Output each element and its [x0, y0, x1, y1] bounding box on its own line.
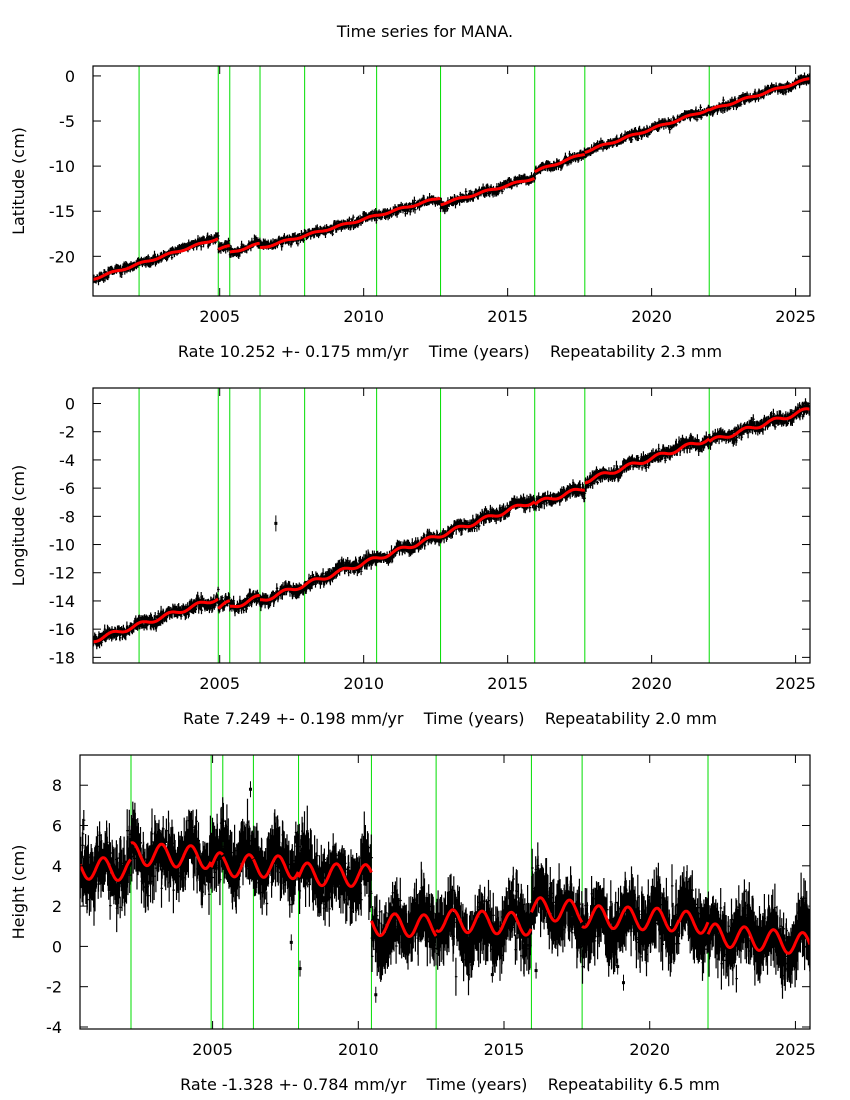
y-tick-label: -10: [49, 536, 75, 555]
outlier-point: [248, 787, 252, 791]
plot-frame: [92, 387, 811, 664]
y-tick-label: 0: [65, 395, 75, 414]
x-axis-label: Rate 7.249 +- 0.198 mm/yr Time (years) R…: [183, 709, 717, 728]
chart-title: Time series for MANA.: [336, 22, 514, 41]
x-tick-label: 2020: [629, 1040, 670, 1059]
model-segment: [80, 856, 132, 882]
model-segment: [708, 77, 810, 112]
data-point-series: [80, 797, 810, 999]
y-tick-label: 0: [52, 937, 62, 956]
model-segment: [229, 241, 260, 254]
data-point-series: [93, 72, 810, 286]
model-segment: [217, 244, 230, 251]
plot-frame: [79, 754, 811, 1030]
x-tick-label: 2015: [484, 1040, 525, 1059]
plot-frame: [92, 65, 811, 297]
x-axis-label: Rate 10.252 +- 0.175 mm/yr Time (years) …: [178, 342, 722, 361]
outlier-point: [274, 521, 278, 525]
model-segment: [229, 594, 260, 609]
y-tick-label: -18: [49, 648, 75, 667]
x-tick-label: 2010: [343, 307, 384, 326]
model-segment: [252, 854, 300, 881]
model-segment: [706, 922, 810, 955]
x-tick-label: 2015: [487, 674, 528, 693]
x-tick-label: 2025: [775, 307, 816, 326]
x-tick-label: 2020: [631, 307, 672, 326]
x-tick-label: 2025: [775, 1040, 816, 1059]
y-tick-label: -12: [49, 564, 75, 583]
model-segment: [584, 107, 710, 154]
y-tick-label: -2: [59, 423, 75, 442]
model-segment: [708, 407, 810, 443]
x-axis-label: Rate -1.328 +- 0.784 mm/yr Time (years) …: [180, 1075, 720, 1094]
model-segment: [533, 152, 586, 174]
data-point-series: [93, 398, 810, 650]
y-tick-label: -4: [59, 451, 75, 470]
model-segment: [130, 841, 213, 870]
x-tick-label: 2010: [343, 674, 384, 693]
model-segment: [581, 904, 681, 933]
outlier-point: [490, 973, 494, 977]
x-tick-label: 2010: [338, 1040, 379, 1059]
outlier-point: [374, 993, 378, 997]
y-tick-label: -8: [59, 507, 75, 526]
model-segment: [259, 197, 441, 250]
y-axis-label: Longitude (cm): [9, 465, 28, 587]
data-points: [93, 398, 810, 650]
y-axis-label: Height (cm): [9, 845, 28, 940]
outlier-point: [534, 969, 538, 973]
x-tick-label: 2020: [631, 674, 672, 693]
model-segment: [297, 861, 373, 888]
model-fit: [93, 407, 810, 644]
y-tick-label: -6: [59, 479, 75, 498]
model-fit: [93, 77, 810, 281]
y-tick-label: -16: [49, 620, 75, 639]
model-segment: [221, 853, 255, 879]
model-segment: [260, 500, 536, 602]
x-tick-label: 2015: [487, 307, 528, 326]
model-segment: [584, 437, 711, 485]
model-segment: [209, 851, 224, 868]
y-tick-label: -2: [46, 978, 62, 997]
y-tick-label: -20: [49, 247, 75, 266]
x-tick-label: 2005: [199, 307, 240, 326]
outlier-point: [621, 981, 625, 985]
outlier-point: [289, 940, 293, 944]
y-tick-label: -14: [49, 592, 75, 611]
y-tick-label: 0: [65, 67, 75, 86]
panel-height: 2005 2010 2015 2020 2025 8 6 4 2 0 -2 -4 Height (cm)…: [9, 754, 816, 1094]
model-fit: [80, 841, 810, 955]
model-segment: [677, 909, 710, 935]
y-tick-label: 4: [52, 857, 62, 876]
y-tick-label: -5: [59, 112, 75, 131]
x-tick-label: 2025: [775, 674, 816, 693]
x-tick-label: 2005: [192, 1040, 233, 1059]
model-segment: [440, 177, 536, 207]
model-segment: [533, 487, 586, 506]
x-tick-label: 2005: [199, 674, 240, 693]
model-segment: [370, 912, 438, 939]
model-segment: [217, 599, 231, 610]
y-axis-label: Latitude (cm): [9, 127, 28, 235]
y-tick-label: -10: [49, 157, 75, 176]
panel-latitude: 2005 2010 2015 2020 2025 0 -5 -10 -15 -20 Latitude…: [9, 65, 816, 361]
y-tick-label: 8: [52, 776, 62, 795]
data-points: [80, 781, 810, 1003]
y-tick-label: 2: [52, 897, 62, 916]
panel-longitude: 2005 2010 2015 2020 2025 0 -2 -4 -6 -8 -10 -12 -14 -1…: [9, 387, 816, 728]
data-points: [93, 72, 810, 286]
model-segment: [93, 237, 219, 281]
model-segment: [93, 597, 219, 644]
y-tick-label: -15: [49, 202, 75, 221]
y-tick-label: -4: [46, 1018, 62, 1037]
outlier-point: [616, 965, 620, 969]
outlier-point: [298, 967, 302, 971]
model-segment: [530, 896, 584, 924]
y-tick-label: 6: [52, 817, 62, 836]
model-segment: [435, 908, 533, 937]
